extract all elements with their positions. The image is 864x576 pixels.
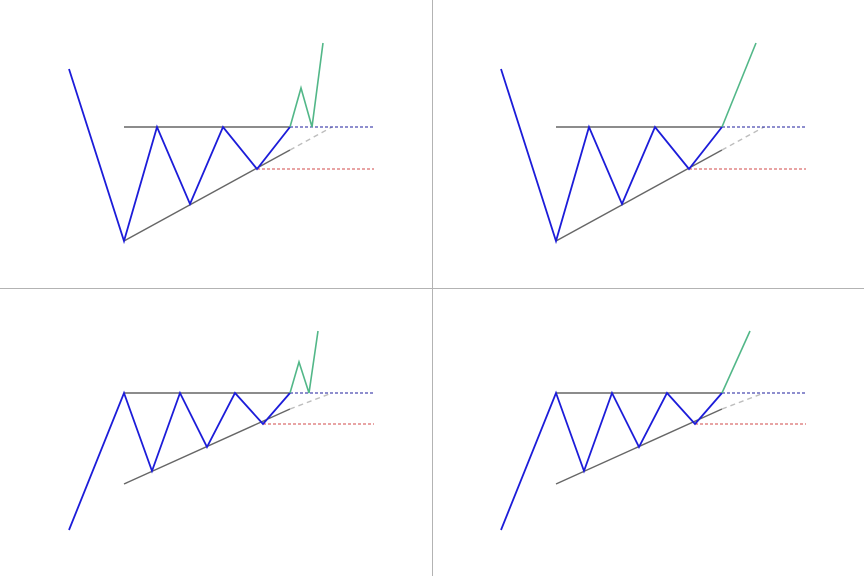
- breakout-path: [289, 42, 324, 128]
- price-path: [500, 390, 723, 531]
- price-path: [68, 68, 291, 245]
- support-projection-line: [721, 392, 765, 410]
- breakout-path: [289, 330, 319, 394]
- panel-top-right: [500, 42, 806, 245]
- support-line: [555, 149, 723, 242]
- support-line: [123, 149, 291, 242]
- breakout-path: [721, 42, 757, 128]
- support-projection-line: [721, 126, 765, 151]
- breakout-path: [721, 330, 751, 394]
- panels: [68, 42, 806, 531]
- support-projection-line: [289, 392, 333, 410]
- panel-bottom-left: [68, 330, 374, 531]
- price-path: [68, 390, 291, 531]
- panel-bottom-right: [500, 330, 806, 531]
- panel-top-left: [68, 42, 374, 245]
- price-path: [500, 68, 723, 245]
- support-projection-line: [289, 126, 333, 151]
